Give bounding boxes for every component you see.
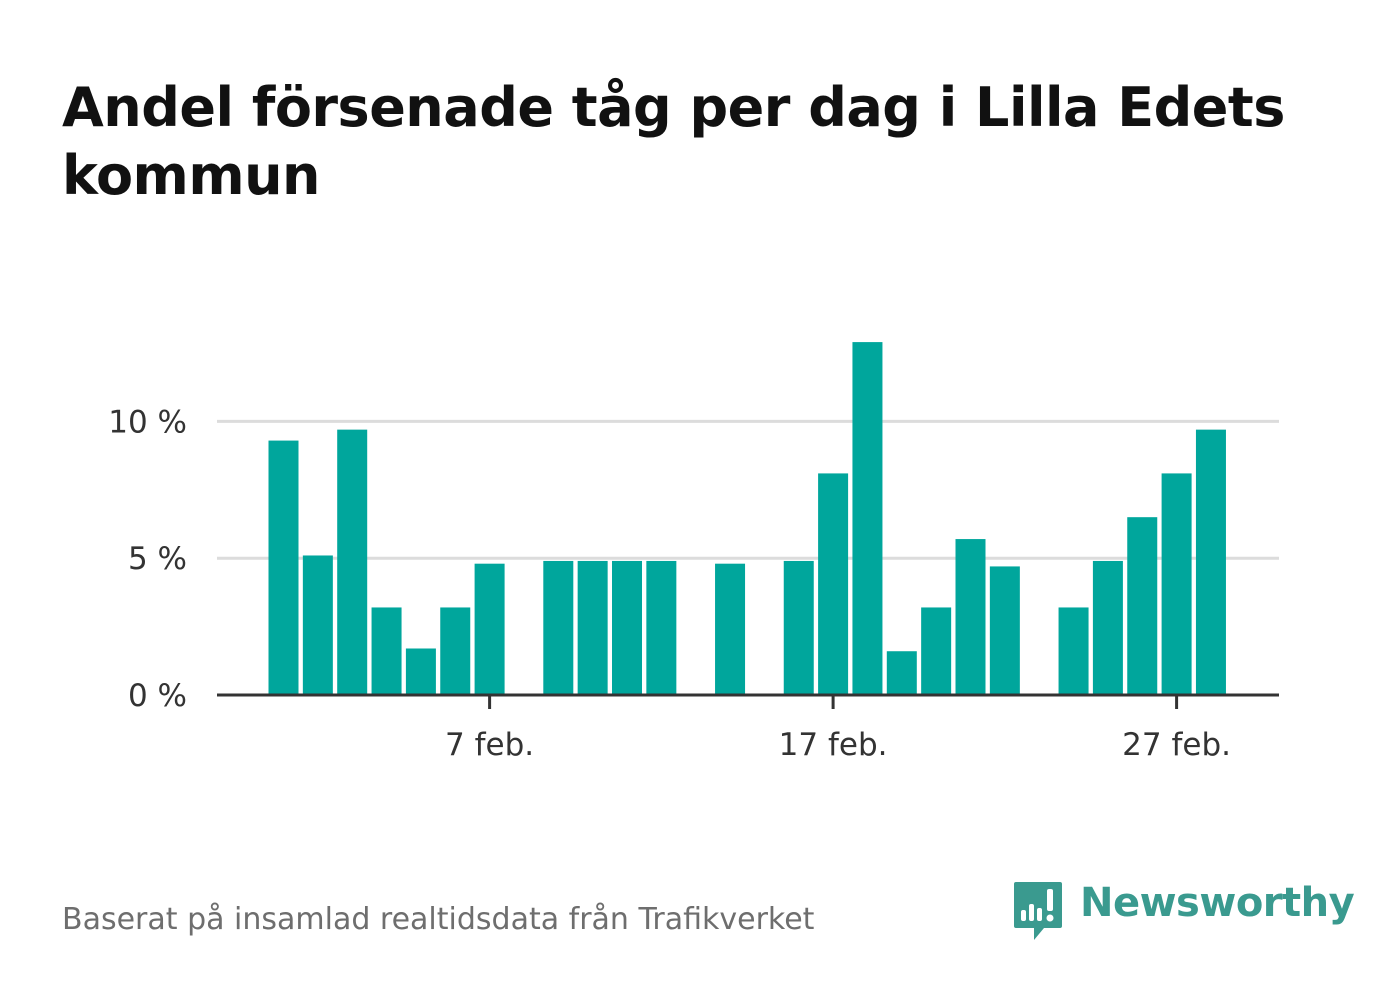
bar-day-12 [646, 560, 677, 695]
bar-day-21 [955, 539, 986, 695]
bar-day-14 [715, 563, 746, 695]
bar-day-24 [1058, 607, 1089, 695]
bar-day-11 [612, 560, 642, 695]
bar-day-5 [405, 648, 436, 695]
bar-day-9 [543, 560, 574, 695]
grid-lines [217, 419, 1279, 560]
bar-day-6 [440, 607, 471, 695]
bar-day-22 [989, 566, 1020, 695]
bar-day-17 [818, 473, 849, 695]
bar-day-16 [783, 560, 814, 695]
x-tick-label: 27 feb. [1122, 727, 1231, 763]
bar-day-10 [577, 560, 608, 695]
bar-day-3 [337, 429, 368, 695]
x-tick-label: 17 feb. [779, 727, 888, 763]
bar-day-26 [1127, 517, 1158, 695]
y-tick-label: 0 % [128, 678, 187, 714]
bar-day-27 [1161, 473, 1192, 695]
bar-day-18 [852, 342, 883, 695]
brand-name: Newsworthy [1080, 880, 1355, 926]
bar-day-7 [474, 563, 505, 695]
bar-day-2 [302, 555, 333, 695]
bar-day-25 [1092, 560, 1123, 695]
bar-day-19 [886, 651, 917, 695]
source-note: Baserat på insamlad realtidsdata från Tr… [62, 902, 815, 937]
brand-logo: Newsworthy [1012, 878, 1355, 942]
bar-day-20 [921, 607, 952, 695]
x-tick-label: 7 feb. [445, 727, 534, 763]
y-tick-label: 10 % [108, 404, 187, 440]
bar-day-1 [268, 440, 299, 695]
y-tick-labels: 0 % 5 % 10 % [108, 404, 187, 714]
bar-day-4 [371, 607, 402, 695]
chart-title: Andel försenade tåg per dag i Lilla Edet… [62, 76, 1285, 207]
bars [268, 342, 1226, 695]
x-ticks: 7 feb. 17 feb. 27 feb. [445, 695, 1231, 763]
bar-day-28 [1195, 429, 1226, 695]
y-tick-label: 5 % [128, 541, 187, 577]
newsworthy-logo-icon [1014, 882, 1062, 940]
